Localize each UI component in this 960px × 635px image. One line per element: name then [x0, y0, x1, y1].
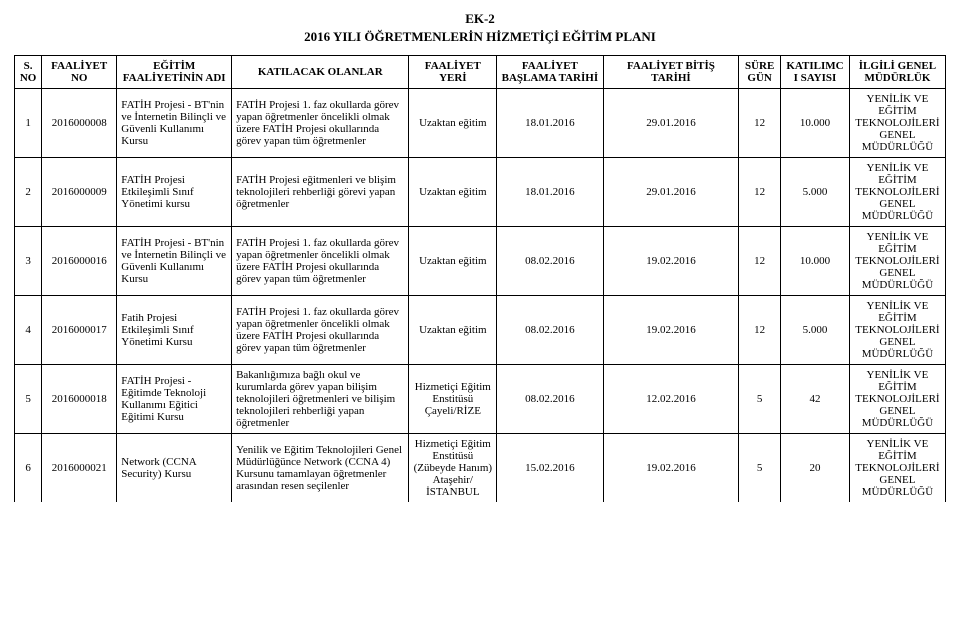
title-block: EK-2 2016 YILI ÖĞRETMENLERİN HİZMETİÇİ E… [14, 10, 946, 45]
cell-sno: 1 [15, 89, 42, 158]
cell-sure: 5 [739, 365, 781, 434]
cell-sno: 2 [15, 158, 42, 227]
cell-mudurluk: YENİLİK VE EĞİTİM TEKNOLOJİLERİ GENEL MÜ… [849, 296, 945, 365]
col-mudurluk: İLGİLİ GENEL MÜDÜRLÜK [849, 56, 945, 89]
col-bitis: FAALİYET BİTİŞ TARİHİ [603, 56, 739, 89]
table-row: 12016000008FATİH Projesi - BT'nin ve İnt… [15, 89, 946, 158]
cell-yeri: Uzaktan eğitim [409, 89, 497, 158]
cell-sure: 12 [739, 89, 781, 158]
title-line-1: EK-2 [14, 10, 946, 28]
cell-bitis: 19.02.2016 [603, 434, 739, 503]
cell-yeri: Uzaktan eğitim [409, 296, 497, 365]
cell-mudurluk: YENİLİK VE EĞİTİM TEKNOLOJİLERİ GENEL MÜ… [849, 158, 945, 227]
document-page: EK-2 2016 YILI ÖĞRETMENLERİN HİZMETİÇİ E… [0, 0, 960, 522]
cell-katilimci: 10.000 [781, 227, 850, 296]
cell-sure: 12 [739, 296, 781, 365]
cell-mudurluk: YENİLİK VE EĞİTİM TEKNOLOJİLERİ GENEL MÜ… [849, 89, 945, 158]
cell-katilacak: FATİH Projesi eğitmenleri ve blişim tekn… [232, 158, 409, 227]
cell-katilacak: Yenilik ve Eğitim Teknolojileri Genel Mü… [232, 434, 409, 503]
cell-bitis: 12.02.2016 [603, 365, 739, 434]
cell-katilimci: 20 [781, 434, 850, 503]
cell-bitis: 19.02.2016 [603, 296, 739, 365]
cell-mudurluk: YENİLİK VE EĞİTİM TEKNOLOJİLERİ GENEL MÜ… [849, 434, 945, 503]
cell-katilacak: FATİH Projesi 1. faz okullarda görev yap… [232, 227, 409, 296]
cell-sure: 5 [739, 434, 781, 503]
cell-baslama: 15.02.2016 [497, 434, 603, 503]
cell-bitis: 19.02.2016 [603, 227, 739, 296]
col-sure: SÜRE GÜN [739, 56, 781, 89]
cell-faaliyet_no: 2016000021 [42, 434, 117, 503]
cell-faaliyet_no: 2016000009 [42, 158, 117, 227]
cell-adi: FATİH Projesi - BT'nin ve İnternetin Bil… [117, 89, 232, 158]
cell-faaliyet_no: 2016000017 [42, 296, 117, 365]
cell-sno: 4 [15, 296, 42, 365]
cell-baslama: 08.02.2016 [497, 365, 603, 434]
cell-faaliyet_no: 2016000018 [42, 365, 117, 434]
cell-adi: Fatih Projesi Etkileşimli Sınıf Yönetimi… [117, 296, 232, 365]
cell-katilimci: 5.000 [781, 296, 850, 365]
table-row: 52016000018FATİH Projesi - Eğitimde Tekn… [15, 365, 946, 434]
cell-adi: FATİH Projesi Etkileşimli Sınıf Yönetimi… [117, 158, 232, 227]
col-yeri: FAALİYET YERİ [409, 56, 497, 89]
cell-katilimci: 10.000 [781, 89, 850, 158]
table-row: 32016000016FATİH Projesi - BT'nin ve İnt… [15, 227, 946, 296]
table-row: 22016000009FATİH Projesi Etkileşimli Sın… [15, 158, 946, 227]
cell-yeri: Hizmetiçi Eğitim Enstitüsü (Zübeyde Hanı… [409, 434, 497, 503]
cell-yeri: Hizmetiçi Eğitim Enstitüsü Çayeli/RİZE [409, 365, 497, 434]
cell-sno: 3 [15, 227, 42, 296]
cell-baslama: 18.01.2016 [497, 89, 603, 158]
cell-adi: Network (CCNA Security) Kursu [117, 434, 232, 503]
cell-adi: FATİH Projesi - Eğitimde Teknoloji Kulla… [117, 365, 232, 434]
cell-faaliyet_no: 2016000016 [42, 227, 117, 296]
cell-katilacak: FATİH Projesi 1. faz okullarda görev yap… [232, 89, 409, 158]
cell-adi: FATİH Projesi - BT'nin ve İnternetin Bil… [117, 227, 232, 296]
cell-mudurluk: YENİLİK VE EĞİTİM TEKNOLOJİLERİ GENEL MÜ… [849, 365, 945, 434]
cell-katilimci: 5.000 [781, 158, 850, 227]
cell-baslama: 08.02.2016 [497, 227, 603, 296]
cell-mudurluk: YENİLİK VE EĞİTİM TEKNOLOJİLERİ GENEL MÜ… [849, 227, 945, 296]
title-line-2: 2016 YILI ÖĞRETMENLERİN HİZMETİÇİ EĞİTİM… [14, 28, 946, 46]
cell-baslama: 08.02.2016 [497, 296, 603, 365]
cell-katilacak: Bakanlığımıza bağlı okul ve kurumlarda g… [232, 365, 409, 434]
cell-katilimci: 42 [781, 365, 850, 434]
table-row: 42016000017Fatih Projesi Etkileşimli Sın… [15, 296, 946, 365]
cell-sure: 12 [739, 158, 781, 227]
col-katilimci: KATILIMCI SAYISI [781, 56, 850, 89]
cell-sno: 5 [15, 365, 42, 434]
col-adi: EĞİTİM FAALİYETİNİN ADI [117, 56, 232, 89]
col-faaliyet-no: FAALİYET NO [42, 56, 117, 89]
cell-bitis: 29.01.2016 [603, 158, 739, 227]
table-header: S. NO FAALİYET NO EĞİTİM FAALİYETİNİN AD… [15, 56, 946, 89]
plan-table: S. NO FAALİYET NO EĞİTİM FAALİYETİNİN AD… [14, 55, 946, 502]
cell-bitis: 29.01.2016 [603, 89, 739, 158]
table-row: 62016000021Network (CCNA Security) Kursu… [15, 434, 946, 503]
cell-katilacak: FATİH Projesi 1. faz okullarda görev yap… [232, 296, 409, 365]
cell-baslama: 18.01.2016 [497, 158, 603, 227]
col-katilacak: KATILACAK OLANLAR [232, 56, 409, 89]
table-body: 12016000008FATİH Projesi - BT'nin ve İnt… [15, 89, 946, 503]
cell-faaliyet_no: 2016000008 [42, 89, 117, 158]
cell-sure: 12 [739, 227, 781, 296]
cell-yeri: Uzaktan eğitim [409, 158, 497, 227]
cell-sno: 6 [15, 434, 42, 503]
cell-yeri: Uzaktan eğitim [409, 227, 497, 296]
col-baslama: FAALİYET BAŞLAMA TARİHİ [497, 56, 603, 89]
col-sno: S. NO [15, 56, 42, 89]
